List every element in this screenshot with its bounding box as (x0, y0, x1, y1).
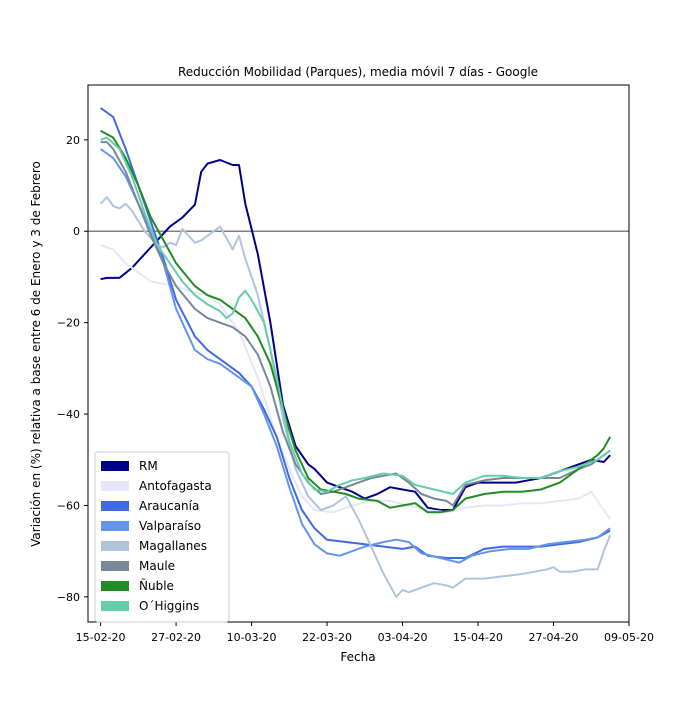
x-tick-label: 09-05-20 (604, 631, 654, 644)
legend-swatch-3 (101, 521, 129, 531)
x-tick-label: 27-02-20 (151, 631, 201, 644)
legend-swatch-6 (101, 581, 129, 591)
legend-swatch-1 (101, 481, 129, 491)
legend-label-7: O´Higgins (139, 599, 199, 613)
series-line-7 (100, 136, 611, 495)
y-tick-label: −20 (57, 317, 80, 330)
y-axis: 20 0 −20 −40 −60 −80 (57, 134, 88, 604)
y-tick-label: −60 (57, 499, 80, 512)
chart-title: Reducción Mobilidad (Parques), media móv… (178, 65, 538, 79)
legend-label-1: Antofagasta (139, 479, 212, 493)
x-axis-label: Fecha (340, 650, 375, 664)
y-tick-label: 0 (73, 225, 80, 238)
legend: RM Antofagasta Araucanía Valparaíso Magallan… (94, 451, 230, 623)
series-line-6 (100, 129, 611, 514)
plot-frame (87, 84, 630, 623)
legend-label-5: Maule (139, 559, 175, 573)
x-tick-label: 15-04-20 (453, 631, 503, 644)
series-line-0 (100, 159, 611, 511)
x-tick-label: 27-04-20 (529, 631, 579, 644)
legend-label-4: Magallanes (139, 539, 207, 553)
legend-label-3: Valparaíso (139, 519, 201, 533)
legend-label-0: RM (139, 459, 158, 473)
x-axis: 15-02-20 27-02-20 10-03-20 22-03-20 03-04-20… (76, 622, 654, 644)
y-tick-label: −80 (57, 591, 80, 604)
legend-box (94, 451, 230, 623)
y-axis-label: Variación en (%) relativa a base entre 6… (29, 161, 43, 547)
series-line-2 (100, 107, 611, 559)
legend-swatch-4 (101, 541, 129, 551)
legend-swatch-0 (101, 461, 129, 471)
series-line-1 (100, 244, 611, 520)
x-tick-label: 10-03-20 (227, 631, 277, 644)
x-tick-label: 15-02-20 (76, 631, 126, 644)
legend-label-2: Araucanía (139, 499, 199, 513)
legend-label-6: Ñuble (139, 578, 174, 593)
series-line-3 (100, 148, 611, 564)
y-tick-label: 20 (66, 134, 80, 147)
plot-area (88, 107, 629, 598)
x-tick-label: 03-04-20 (378, 631, 428, 644)
series-line-4 (99, 196, 612, 598)
x-tick-label: 22-03-20 (302, 631, 352, 644)
legend-swatch-5 (101, 561, 129, 571)
legend-swatch-7 (101, 601, 129, 611)
legend-swatch-2 (101, 501, 129, 511)
y-tick-label: −40 (57, 408, 80, 421)
